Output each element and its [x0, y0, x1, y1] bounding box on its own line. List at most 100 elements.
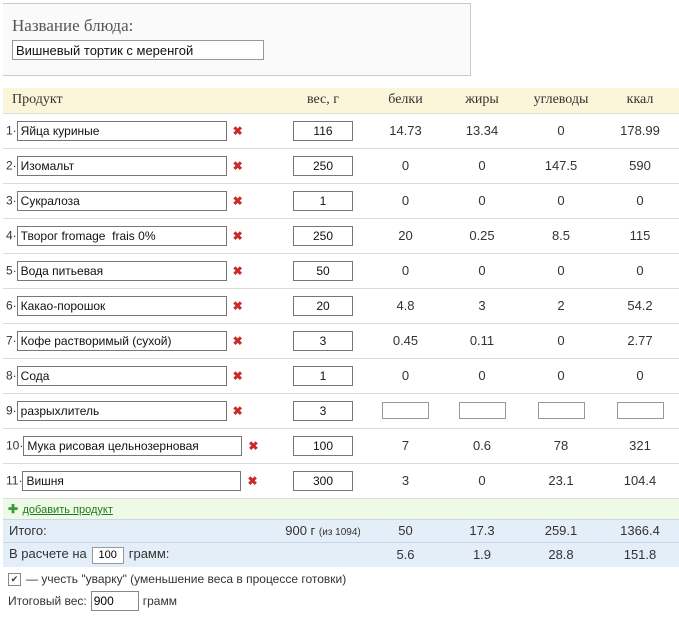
weight-input[interactable]: [293, 190, 353, 211]
kcal-value: 54.2: [627, 298, 653, 313]
add-product-row: ✚ добавить продукт: [3, 498, 679, 519]
close-icon[interactable]: ✖: [232, 368, 243, 383]
weight-input[interactable]: [293, 295, 353, 316]
weight-input[interactable]: [293, 365, 353, 386]
carbs-value: 2: [557, 298, 565, 313]
kcal-value: 178.99: [620, 123, 660, 138]
final-weight-input[interactable]: [90, 591, 139, 611]
table-row: 8· ✖ 0 0 0 0: [3, 358, 679, 393]
weight-input[interactable]: [293, 225, 353, 246]
check-icon: ✔: [10, 573, 19, 584]
protein-value: 0: [401, 368, 410, 383]
protein-input[interactable]: [382, 402, 429, 419]
close-icon[interactable]: ✖: [232, 228, 243, 243]
table-row: 9· ✖: [3, 393, 679, 428]
carbs-value: 0: [557, 368, 565, 383]
per-kcal: 151.8: [623, 547, 657, 563]
close-icon[interactable]: ✖: [232, 298, 243, 313]
carbs-value: 23.1: [548, 473, 574, 488]
boiling-label: — учесть "уварку" (уменьшение веса в про…: [26, 572, 347, 586]
weight-input[interactable]: [293, 470, 353, 491]
protein-value: 0: [401, 158, 410, 173]
close-icon[interactable]: ✖: [232, 263, 243, 278]
total-weight-note: (из 1094): [318, 527, 361, 538]
close-icon[interactable]: ✖: [247, 473, 258, 488]
product-name-input[interactable]: [16, 400, 227, 421]
dish-name-input[interactable]: [12, 40, 264, 60]
row-number: 11·: [6, 472, 23, 487]
close-icon[interactable]: ✖: [232, 333, 243, 348]
total-weight: 900 г (из 1094): [278, 519, 368, 542]
final-weight-unit: грамм: [142, 594, 177, 608]
per-amount-input[interactable]: [91, 546, 124, 564]
product-name-input[interactable]: [16, 225, 227, 246]
weight-input[interactable]: [293, 260, 353, 281]
product-name-input[interactable]: [16, 260, 227, 281]
kcal-value: 0: [636, 193, 644, 208]
row-number: 4·: [6, 227, 17, 242]
fat-value: 0.25: [469, 228, 495, 243]
header-fat: жиры: [465, 92, 499, 108]
fat-value: 0: [478, 193, 486, 208]
total-label: Итого:: [9, 523, 47, 538]
plus-icon[interactable]: ✚: [8, 501, 19, 516]
table-row: 11· ✖ 3 0 23.1 104.4: [3, 463, 679, 498]
carbs-value: 147.5: [544, 158, 578, 173]
weight-input[interactable]: [293, 155, 353, 176]
add-product-link[interactable]: добавить продукт: [22, 503, 113, 516]
weight-input[interactable]: [293, 435, 353, 456]
fat-value: 0.11: [469, 333, 495, 348]
kcal-input[interactable]: [616, 402, 664, 419]
protein-value: 4.8: [396, 298, 415, 313]
fat-value: 13.34: [465, 123, 499, 138]
close-icon[interactable]: ✖: [232, 403, 243, 418]
table-row: 1· ✖ 14.73 13.34 0 178.99: [3, 113, 679, 148]
row-number: 3·: [6, 192, 17, 207]
close-icon[interactable]: ✖: [248, 438, 259, 453]
table-row: 2· ✖ 0 0 147.5 590: [3, 148, 679, 183]
total-protein: 50: [398, 523, 413, 538]
weight-input[interactable]: [293, 330, 353, 351]
weight-input[interactable]: [293, 400, 353, 421]
product-name-input[interactable]: [16, 365, 227, 386]
carbs-value: 0: [557, 123, 565, 138]
fat-input[interactable]: [458, 402, 506, 419]
total-weight-value: 900 г: [285, 523, 316, 538]
carbs-value: 0: [557, 263, 565, 278]
close-icon[interactable]: ✖: [232, 158, 243, 173]
product-name-input[interactable]: [23, 435, 243, 456]
product-name-input[interactable]: [16, 190, 227, 211]
fat-value: 0: [478, 158, 486, 173]
per-amount-cell: В расчете на грамм:: [3, 542, 368, 567]
protein-value: 0: [401, 263, 410, 278]
kcal-value: 2.77: [627, 333, 653, 348]
row-number: 9·: [6, 402, 17, 417]
total-fat: 17.3: [469, 523, 495, 538]
product-name-input[interactable]: [16, 295, 227, 316]
final-weight: Итоговый вес: грамм: [8, 591, 177, 611]
totals-row: Итого: 900 г (из 1094) 50 17.3 259.1 136…: [3, 519, 679, 542]
per-unit: грамм:: [128, 546, 170, 561]
kcal-value: 0: [636, 368, 644, 383]
header-kcal: ккал: [626, 92, 654, 108]
carbs-value: 8.5: [551, 228, 571, 243]
product-name-input[interactable]: [16, 155, 227, 176]
carbs-input[interactable]: [537, 402, 585, 419]
boiling-checkbox[interactable]: ✔: [8, 572, 21, 586]
kcal-value: 115: [629, 228, 651, 243]
per-label: В расчете на: [9, 546, 87, 561]
product-name-input[interactable]: [16, 330, 227, 351]
table-row: 7· ✖ 0.45 0.11 0 2.77: [3, 323, 679, 358]
product-name-input[interactable]: [22, 470, 242, 491]
row-number: 10·: [6, 437, 24, 452]
table-row: 6· ✖ 4.8 3 2 54.2: [3, 288, 679, 323]
close-icon[interactable]: ✖: [232, 193, 243, 208]
row-number: 1·: [6, 122, 17, 137]
product-name-input[interactable]: [16, 120, 227, 141]
row-number: 6·: [6, 297, 17, 312]
protein-value: 0: [401, 193, 410, 208]
weight-input[interactable]: [293, 120, 353, 141]
table-header: Продукт вес, г белки жиры углеводы ккал: [3, 88, 679, 113]
kcal-value: 590: [629, 158, 651, 173]
close-icon[interactable]: ✖: [232, 123, 243, 138]
